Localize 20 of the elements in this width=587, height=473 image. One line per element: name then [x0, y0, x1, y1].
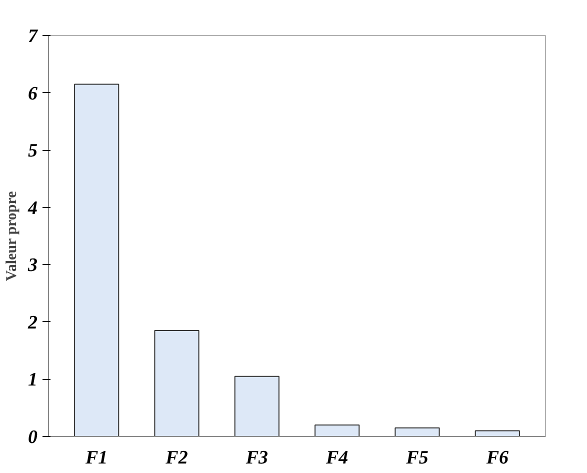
bar	[314, 424, 360, 436]
bar	[234, 376, 280, 436]
x-tick-label: F4	[324, 448, 348, 468]
x-tick-label: F3	[244, 448, 268, 468]
y-tick-label: 5	[28, 140, 38, 162]
y-tick-label: 1	[28, 370, 38, 391]
y-tick-label: 2	[27, 312, 38, 334]
bar	[154, 330, 200, 436]
bar	[74, 84, 120, 436]
y-axis-title: Valeur propre	[4, 190, 20, 282]
bar	[394, 427, 440, 436]
y-tick-label: 7	[28, 26, 39, 47]
y-tick-label: 4	[27, 198, 38, 219]
x-tick-label: F6	[485, 448, 509, 468]
y-tick-label: 6	[28, 83, 38, 104]
x-tick-label: F5	[405, 448, 429, 468]
y-tick-label: 0	[28, 427, 38, 448]
y-tick-label: 3	[27, 255, 38, 276]
x-tick-label: F1	[84, 448, 108, 468]
x-tick-label: F2	[164, 448, 188, 468]
